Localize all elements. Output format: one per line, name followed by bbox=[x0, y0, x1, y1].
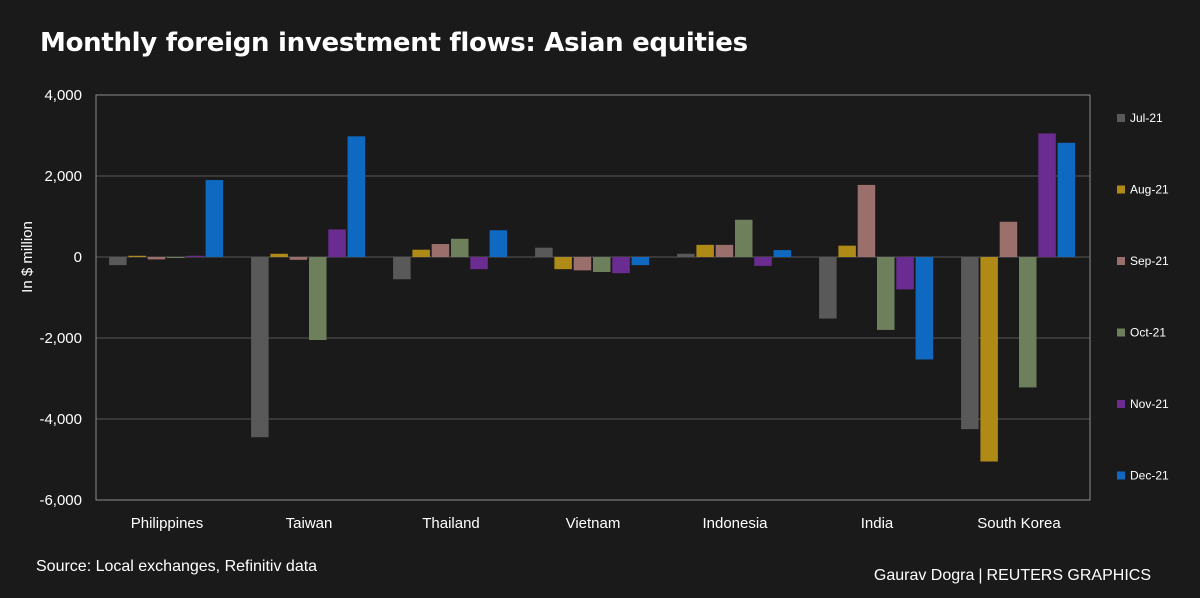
y-tick-label: 2,000 bbox=[44, 168, 82, 185]
bar-philippines-nov-21 bbox=[186, 255, 204, 257]
bar-thailand-sep-21 bbox=[431, 244, 450, 257]
bar-philippines-oct-21 bbox=[167, 257, 185, 258]
x-tick-label: Vietnam bbox=[566, 515, 621, 532]
legend-swatch bbox=[1117, 328, 1125, 337]
bar-indonesia-sep-21 bbox=[715, 244, 734, 257]
bar-south-korea-jul-21 bbox=[961, 257, 979, 430]
bar-taiwan-sep-21 bbox=[289, 257, 308, 260]
bar-philippines-aug-21 bbox=[128, 255, 146, 257]
bar-india-oct-21 bbox=[877, 257, 895, 330]
x-tick-label: South Korea bbox=[977, 515, 1061, 532]
bar-vietnam-dec-21 bbox=[631, 257, 650, 266]
bar-indonesia-oct-21 bbox=[735, 219, 753, 257]
y-axis-label: In $ million bbox=[19, 221, 36, 293]
legend-label: Aug-21 bbox=[1130, 183, 1169, 197]
bar-thailand-oct-21 bbox=[451, 238, 469, 257]
bar-taiwan-nov-21 bbox=[328, 229, 346, 257]
x-tick-label: India bbox=[861, 515, 894, 532]
legend-label: Dec-21 bbox=[1130, 469, 1169, 483]
bar-vietnam-aug-21 bbox=[554, 257, 572, 270]
gridlines bbox=[96, 94, 1090, 501]
legend-swatch bbox=[1117, 185, 1125, 194]
bar-india-dec-21 bbox=[915, 257, 934, 360]
x-tick-label: Taiwan bbox=[286, 515, 333, 532]
bar-thailand-dec-21 bbox=[489, 230, 508, 257]
bar-south-korea-oct-21 bbox=[1019, 257, 1037, 388]
y-tick-label: 4,000 bbox=[44, 87, 82, 104]
y-tick-label: 0 bbox=[74, 249, 82, 266]
legend: Jul-21 Aug-21 Sep-21 Oct-21 Nov-21 Dec-21 bbox=[1117, 111, 1169, 483]
y-tick-label: -6,000 bbox=[39, 492, 82, 509]
author-name: Gaurav Dogra bbox=[873, 567, 975, 584]
bar-india-nov-21 bbox=[896, 257, 914, 290]
bar-indonesia-nov-21 bbox=[754, 257, 772, 266]
bar-taiwan-jul-21 bbox=[251, 257, 269, 438]
source-note: Source: Local exchanges, Refinitiv data bbox=[36, 558, 318, 575]
y-axis: 4,000 2,000 0 -2,000 -4,000 -6,000 bbox=[39, 87, 82, 509]
legend-swatch bbox=[1117, 471, 1125, 480]
legend-label: Sep-21 bbox=[1130, 254, 1169, 268]
bar-indonesia-aug-21 bbox=[696, 244, 714, 257]
bar-thailand-aug-21 bbox=[412, 249, 430, 257]
plot-area bbox=[95, 94, 1091, 501]
legend-swatch bbox=[1117, 114, 1125, 122]
bars bbox=[109, 133, 1076, 462]
legend-swatch bbox=[1117, 400, 1125, 408]
x-tick-label: Thailand bbox=[422, 515, 480, 532]
bar-philippines-dec-21 bbox=[205, 180, 224, 257]
bar-thailand-jul-21 bbox=[393, 257, 411, 280]
legend-label: Jul-21 bbox=[1130, 111, 1163, 125]
bar-indonesia-jul-21 bbox=[677, 253, 695, 257]
bar-taiwan-dec-21 bbox=[347, 136, 366, 257]
x-tick-label: Philippines bbox=[131, 515, 204, 532]
chart-title: Monthly foreign investment flows: Asian … bbox=[40, 28, 748, 58]
legend-swatch bbox=[1117, 257, 1125, 265]
bar-india-sep-21 bbox=[857, 184, 876, 257]
y-tick-label: -4,000 bbox=[39, 411, 82, 428]
bar-vietnam-oct-21 bbox=[593, 257, 611, 272]
bar-vietnam-sep-21 bbox=[573, 257, 592, 271]
x-axis: Philippines Taiwan Thailand Vietnam Indonesi… bbox=[131, 515, 1062, 532]
bar-india-jul-21 bbox=[819, 257, 837, 319]
bar-south-korea-dec-21 bbox=[1057, 142, 1076, 257]
x-tick-label: Indonesia bbox=[702, 515, 768, 532]
bar-vietnam-nov-21 bbox=[612, 257, 630, 274]
bar-taiwan-aug-21 bbox=[270, 253, 288, 257]
bar-philippines-sep-21 bbox=[147, 257, 166, 260]
bar-south-korea-sep-21 bbox=[999, 221, 1018, 257]
outlet-name: REUTERS GRAPHICS bbox=[986, 567, 1151, 584]
bar-philippines-jul-21 bbox=[109, 257, 127, 266]
bar-thailand-nov-21 bbox=[470, 257, 488, 270]
legend-label: Oct-21 bbox=[1130, 326, 1166, 340]
bar-south-korea-nov-21 bbox=[1038, 133, 1056, 257]
bar-indonesia-dec-21 bbox=[773, 250, 792, 257]
bar-taiwan-oct-21 bbox=[309, 257, 327, 341]
y-tick-label: -2,000 bbox=[39, 330, 82, 347]
bar-south-korea-aug-21 bbox=[980, 257, 998, 462]
credit: Gaurav Dogra | REUTERS GRAPHICS bbox=[874, 567, 1151, 585]
bar-india-aug-21 bbox=[838, 245, 856, 257]
credit-separator: | bbox=[978, 567, 983, 584]
legend-label: Nov-21 bbox=[1130, 397, 1169, 411]
bar-vietnam-jul-21 bbox=[535, 247, 553, 257]
